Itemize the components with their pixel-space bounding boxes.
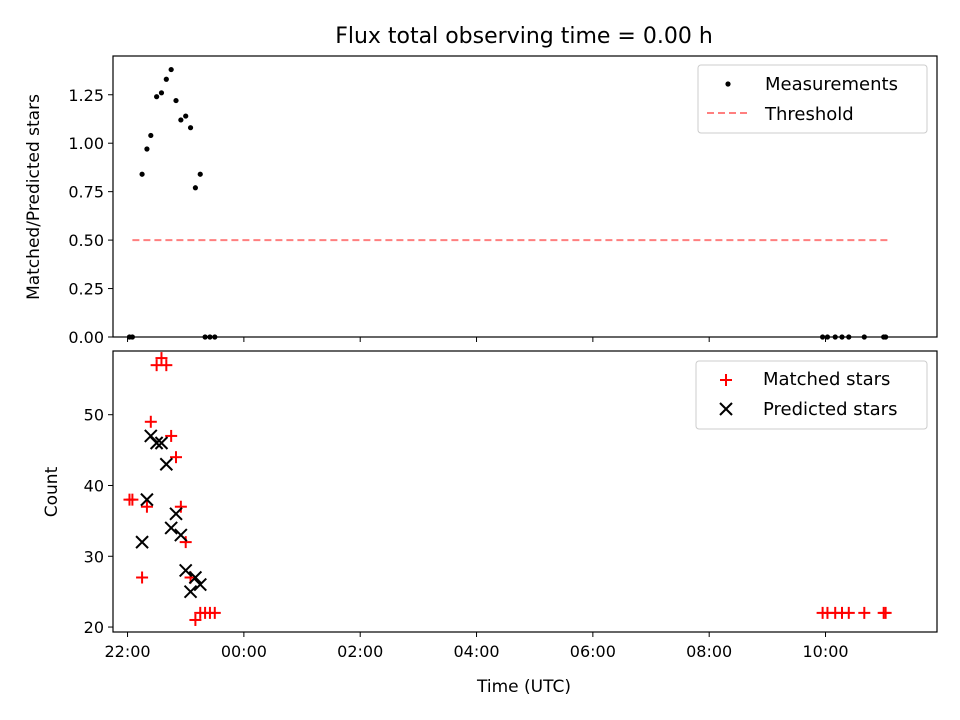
top-y-tick-label: 1.25 [68, 86, 104, 105]
matched-stars-point [170, 451, 183, 464]
predicted-stars-point [140, 492, 154, 507]
predicted-stars-point [159, 457, 174, 471]
bottom-legend: Matched stars Predicted stars [695, 360, 928, 430]
measurements-point [144, 146, 150, 152]
measurements-point [820, 334, 826, 340]
legend-label-predicted-stars: Predicted stars [763, 399, 897, 420]
measurements-point [883, 334, 889, 340]
measurements-point [839, 334, 845, 340]
top-y-axis-label: Matched/Predicted stars [24, 94, 44, 300]
figure-title: Flux total observing time = 0.00 h [335, 24, 713, 49]
legend-marker-measurements [725, 81, 731, 87]
predicted-stars-point [183, 584, 198, 599]
measurements-point [187, 125, 194, 131]
matched-stars-point [879, 606, 892, 619]
top-panel: 0.00 0.25 0.50 0.75 1.00 1.25 Matched/Predict… [24, 55, 938, 347]
matched-stars-point [140, 500, 153, 513]
x-tick-label: 06:00 [570, 642, 616, 661]
measurements-point [212, 334, 218, 340]
measurements-point [832, 334, 838, 340]
matched-stars-point [155, 352, 168, 365]
top-legend: Measurements Threshold [697, 64, 928, 134]
x-axis-label: Time (UTC) [476, 677, 571, 697]
measurements-point [846, 334, 852, 340]
predicted-stars-point [154, 436, 169, 450]
bottom-legend-box [695, 360, 928, 430]
bottom-y-tick-label: 40 [84, 476, 104, 495]
measurements-point [129, 334, 135, 340]
legend-label-threshold: Threshold [764, 104, 854, 125]
top-y-tick-label: 1.00 [68, 134, 104, 153]
measurements-point [154, 94, 160, 100]
x-tick-label: 10:00 [802, 642, 848, 661]
x-tick-label: 04:00 [453, 642, 499, 661]
measurements-point [197, 171, 203, 177]
bottom-x-ticks: 22:00 00:00 02:00 04:00 06:00 08:00 10:00 [104, 632, 849, 661]
matched-stars-point [179, 536, 192, 549]
legend-marker-matched-stars [720, 374, 732, 386]
top-y-tick-label: 0.75 [68, 183, 104, 202]
x-tick-label: 22:00 [104, 642, 150, 661]
measurements-point [148, 132, 154, 139]
measurements-point [163, 76, 169, 82]
measurements-point [824, 334, 831, 340]
matched-stars-point [174, 500, 187, 513]
bottom-panel: 20 30 40 50 22:00 00:00 02:00 04:00 06:00 08:00 1… [42, 350, 938, 697]
matched-stars-point [189, 613, 202, 626]
x-tick-label: 02:00 [337, 642, 383, 661]
top-data-marks [126, 66, 889, 340]
x-tick-label: 08:00 [686, 642, 732, 661]
legend-marker-predicted-stars [719, 402, 733, 416]
measurements-point [861, 334, 867, 340]
predicted-stars-point [135, 535, 149, 549]
top-y-ticks: 0.00 0.25 0.50 0.75 1.00 1.25 [68, 86, 113, 347]
top-y-tick-label: 0.50 [68, 231, 104, 250]
predicted-stars-point [164, 521, 178, 535]
measurements-point [139, 171, 145, 177]
measurements-point [183, 113, 189, 119]
legend-label-matched-stars: Matched stars [763, 369, 890, 390]
predicted-stars-point [169, 507, 183, 521]
matched-stars-point [858, 606, 871, 619]
bottom-y-ticks: 20 30 40 50 [84, 406, 113, 637]
bottom-plot-frame [112, 350, 938, 633]
matched-stars-point [126, 493, 139, 506]
matched-stars-point [165, 429, 178, 442]
matched-stars-point [160, 359, 173, 372]
bottom-y-axis-label: Count [42, 466, 62, 517]
measurements-point [178, 117, 184, 123]
top-plot-frame [112, 55, 938, 338]
bottom-y-tick-label: 30 [84, 547, 104, 566]
measurements-point [192, 185, 198, 191]
x-tick-label: 00:00 [221, 642, 267, 661]
matched-stars-point [136, 571, 149, 584]
matched-stars-point [208, 606, 221, 619]
bottom-data-marks [123, 352, 892, 626]
top-y-tick-label: 0.00 [68, 328, 104, 347]
predicted-stars-point [178, 563, 193, 578]
bottom-y-tick-label: 50 [84, 406, 104, 425]
matched-stars-point [144, 415, 157, 428]
top-y-tick-label: 0.25 [68, 280, 104, 299]
measurements-point [168, 66, 174, 73]
top-legend-box [697, 64, 928, 134]
measurements-point [158, 90, 165, 96]
predicted-stars-point [193, 577, 207, 592]
legend-label-measurements: Measurements [765, 74, 898, 95]
measurements-point [202, 334, 208, 340]
measurements-point [173, 97, 179, 104]
predicted-stars-point [188, 570, 203, 585]
bottom-y-tick-label: 20 [84, 618, 104, 637]
matched-stars-point [842, 606, 855, 619]
predicted-stars-point [149, 436, 164, 450]
measurements-point [207, 334, 213, 340]
predicted-stars-point [174, 528, 188, 542]
